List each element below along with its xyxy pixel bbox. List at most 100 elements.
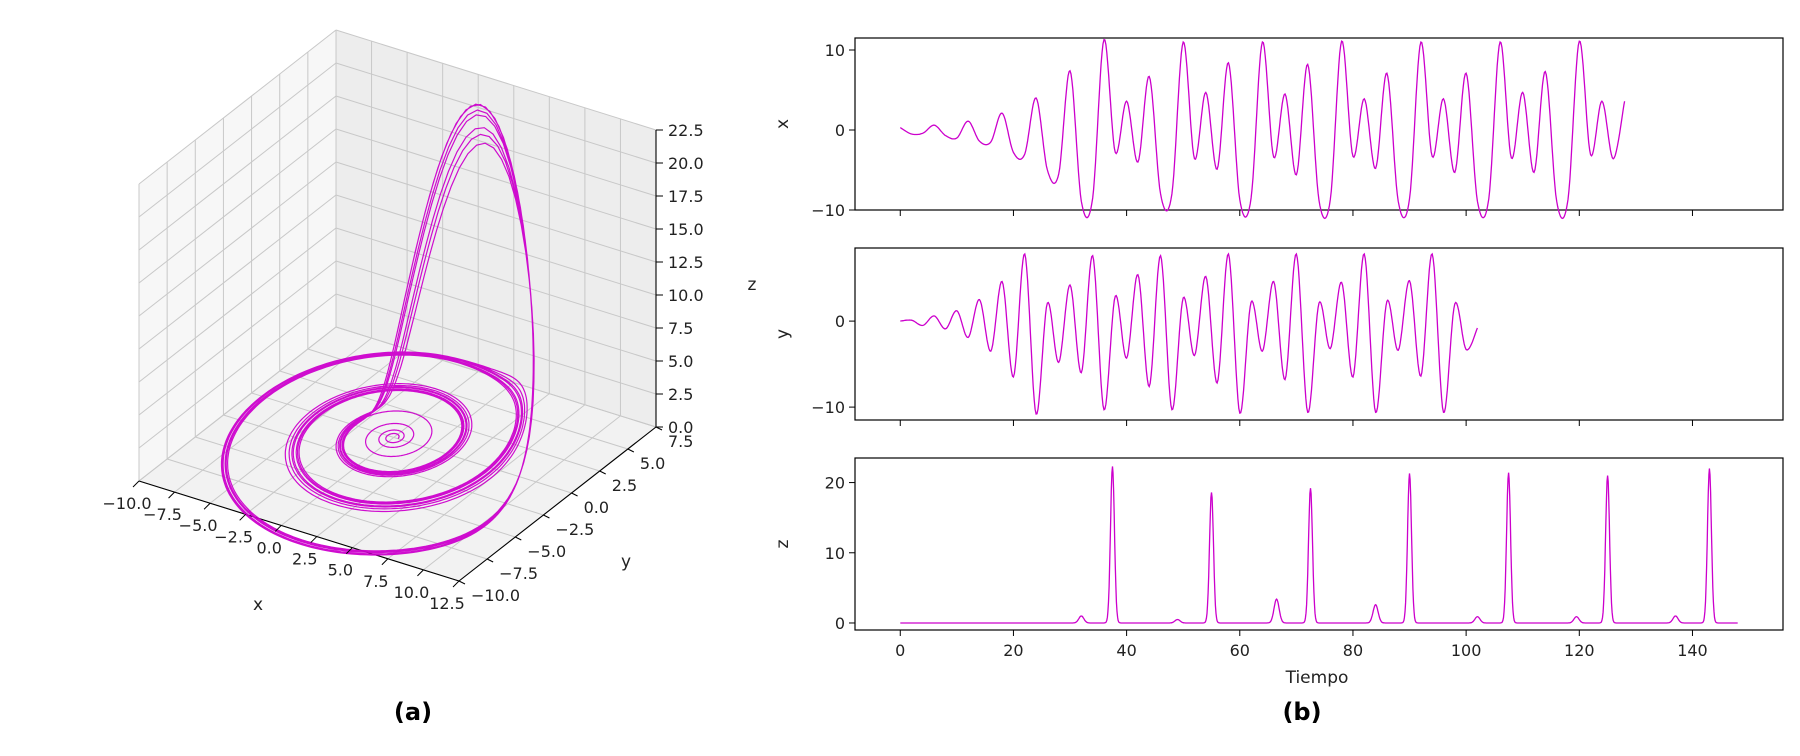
ztick-label: 10.0 [668,286,704,305]
ytick-label: 10 [825,41,845,60]
series-line-x [899,38,1626,220]
xtick-label: −7.5 [143,505,182,524]
subplot-x: −10 0 10 x [773,37,1784,220]
xtick [274,525,282,532]
ytick-label: 5.0 [640,454,665,473]
xtick-label: 2.5 [292,550,317,569]
ytick [627,448,635,453]
ytick-label: 0 [835,121,845,140]
subplot-frame [854,37,1784,211]
b-xlabel: Tiempo [1285,668,1349,688]
axis-line [138,480,460,582]
ytick-label: −5.0 [527,542,566,561]
xtick-label: 100 [1451,641,1482,660]
gridline [335,227,657,329]
ytick [458,580,466,585]
ytick-label: −10.0 [471,586,520,605]
ytick-label: −2.5 [555,520,594,539]
gridline [335,293,657,395]
xtick-label: 10.0 [394,583,430,602]
subplot-ylabel: x [773,119,793,129]
subplot-ylabel: z [773,539,793,548]
gridline [335,260,657,362]
xtick-label: 40 [1116,641,1136,660]
ytick-label: 2.5 [612,476,637,495]
gridline [251,392,572,494]
ztick-label: 20.0 [668,154,704,173]
gridline [138,62,337,218]
xtick-label: 80 [1343,641,1363,660]
panel-a-3d-plot: −10.0−7.5−5.0−2.50.02.55.07.510.012.5 −10… [102,29,757,615]
gridline [138,128,337,284]
gridline [316,382,515,537]
panel-label-a: (a) [394,698,432,726]
xtick-label: 20 [1003,641,1023,660]
gridline [335,95,657,197]
gridline [195,436,516,538]
xtick-label: 0.0 [256,538,281,557]
xtick [417,569,424,577]
xtick [452,580,460,588]
ytick [543,514,550,519]
gridline [335,29,657,131]
series-line-y [900,252,1478,415]
gridline [335,62,657,164]
gridline [223,414,544,516]
gridline [138,95,337,251]
gridline [335,128,657,230]
a-zlabel: z [748,275,757,295]
xtick-label: 7.5 [363,572,388,591]
ztick-label: 17.5 [668,187,704,206]
xtick [132,480,140,488]
ytick-label: 7.5 [668,432,693,451]
xtick [239,513,247,521]
subplot-y: −10 0 y [773,247,1784,426]
ytick [571,492,578,497]
axis-line [458,426,657,582]
ztick-label: 2.5 [668,385,693,404]
gridline [138,326,337,482]
gridline [138,293,337,449]
gridline [307,348,629,450]
ztick-label: 12.5 [668,253,704,272]
ytick-label: −10 [811,201,845,220]
xtick [203,502,211,510]
subplot-frame [854,247,1784,421]
xtick [168,491,175,499]
gridline [138,194,337,350]
xtick [345,547,353,555]
xtick-label: −10.0 [102,494,151,513]
ytick-label: 0 [835,614,845,633]
gridline [138,260,337,416]
floor-pane [139,327,656,581]
subplot-z: 0 10 20 0 20 40 60 80 100 120 140 z [773,457,1784,660]
ytick-label: 20 [825,474,845,493]
ytick [515,536,522,541]
xtick [381,558,389,566]
gridline [335,161,657,263]
gridline [423,415,621,571]
gridline [138,161,337,317]
a-ylabel: y [621,552,631,572]
attractor-trajectory [220,103,535,556]
ztick-label: 0.0 [668,418,693,437]
ytick-label: −7.5 [499,564,538,583]
gridline [166,458,488,560]
ytick-label: −10 [811,398,845,417]
gridline [335,194,657,296]
xtick-label: −5.0 [179,516,218,535]
series-line-z [900,466,1738,624]
xtick [310,536,318,543]
xtick-label: 140 [1677,641,1708,660]
gridline [138,29,337,185]
ytick-label: 0 [835,312,845,331]
xtick-label: 12.5 [429,594,465,613]
ztick-label: 5.0 [668,352,693,371]
ztick-label: 15.0 [668,220,704,239]
ytick [486,558,494,563]
ytick [599,470,606,475]
xtick-label: 120 [1564,641,1595,660]
ytick-label: 10 [825,544,845,563]
panel-label-b: (b) [1282,698,1321,726]
